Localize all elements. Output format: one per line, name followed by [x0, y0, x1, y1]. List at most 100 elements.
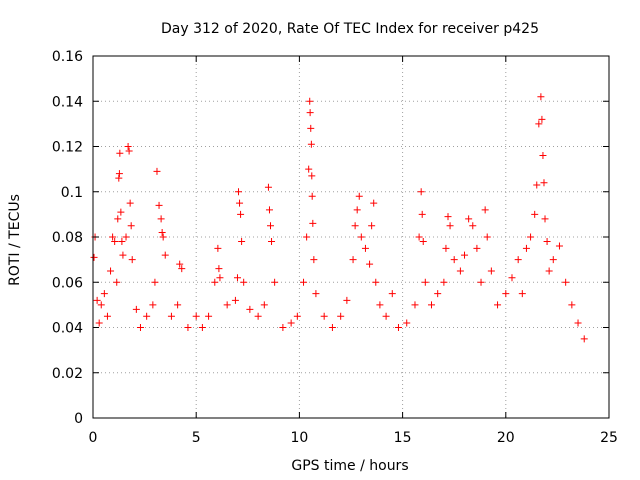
data-point [100, 290, 108, 298]
data-point [538, 115, 546, 123]
data-point [151, 278, 159, 286]
data-point [211, 278, 219, 286]
data-point [421, 278, 429, 286]
data-point [418, 210, 426, 218]
data-point [300, 278, 308, 286]
y-tick-label: 0.16 [52, 49, 83, 65]
data-point [388, 290, 396, 298]
data-point [113, 278, 121, 286]
data-point [126, 199, 134, 207]
data-point [103, 312, 111, 320]
data-point [555, 242, 563, 250]
data-point [118, 238, 126, 246]
data-point [549, 256, 557, 264]
data-point [522, 244, 530, 252]
data-point [568, 301, 576, 309]
x-tick-label: 25 [600, 430, 618, 446]
y-tick-label: 0.02 [52, 366, 83, 382]
data-point [167, 312, 175, 320]
data-point [307, 124, 315, 132]
data-point [216, 274, 224, 282]
data-point [353, 206, 361, 214]
data-point [574, 319, 582, 327]
data-point [531, 210, 539, 218]
data-point [90, 253, 98, 261]
data-point [320, 312, 328, 320]
data-point [477, 278, 485, 286]
data-point [444, 213, 452, 221]
x-axis-label: GPS time / hours [291, 458, 408, 474]
data-point [264, 183, 272, 191]
y-tick-label: 0.12 [52, 140, 83, 156]
data-point [580, 335, 588, 343]
data-point [305, 165, 313, 173]
x-tick-label: 0 [89, 430, 98, 446]
data-point [461, 251, 469, 259]
y-axis-label: ROTI / TECUs [7, 194, 23, 286]
data-point [411, 301, 419, 309]
data-point [539, 152, 547, 160]
data-point [287, 319, 295, 327]
data-point [237, 210, 245, 218]
data-point [307, 140, 315, 148]
data-point [132, 305, 140, 313]
data-point [343, 296, 351, 304]
data-point [337, 312, 345, 320]
data-point [349, 256, 357, 264]
data-point [116, 149, 124, 157]
data-point [153, 167, 161, 175]
data-point [260, 301, 268, 309]
data-point [312, 290, 320, 298]
data-point [351, 222, 359, 230]
data-point [136, 324, 144, 331]
data-point [184, 324, 192, 331]
data-point [293, 312, 301, 320]
data-point [514, 256, 522, 264]
data-point [114, 215, 122, 223]
data-point [238, 238, 246, 246]
data-point [473, 244, 481, 252]
data-point [494, 301, 502, 309]
data-point [265, 206, 273, 214]
data-point [267, 222, 275, 230]
data-point [271, 278, 279, 286]
data-point [127, 222, 135, 230]
data-point [403, 319, 411, 327]
data-point [205, 312, 213, 320]
data-point [310, 256, 318, 264]
data-point [487, 267, 495, 275]
data-point [417, 188, 425, 196]
data-point [119, 251, 127, 259]
data-point [109, 233, 117, 241]
data-point [124, 143, 132, 150]
data-point [231, 296, 239, 304]
data-point [382, 312, 390, 320]
data-point [469, 222, 477, 230]
y-tick-label: 0.1 [61, 185, 83, 201]
data-point [157, 215, 165, 223]
data-point [149, 301, 157, 309]
data-point [97, 301, 105, 309]
data-point [233, 274, 241, 282]
data-point [508, 274, 516, 282]
data-point [376, 301, 384, 309]
data-point [235, 188, 243, 196]
data-point [93, 296, 101, 304]
y-tick-label: 0.08 [52, 230, 83, 246]
data-point [306, 97, 314, 105]
data-point [303, 233, 311, 241]
data-point [372, 278, 380, 286]
data-point [535, 120, 543, 128]
grid-lines [93, 56, 609, 418]
data-point [143, 312, 151, 320]
data-point [541, 215, 549, 223]
data-point [95, 319, 103, 327]
y-tick-label: 0.04 [52, 321, 83, 337]
data-point [254, 312, 262, 320]
data-point [308, 192, 316, 200]
data-point [236, 199, 244, 207]
y-tick-label: 0 [74, 411, 83, 427]
data-point [268, 238, 276, 246]
data-point [306, 109, 314, 117]
